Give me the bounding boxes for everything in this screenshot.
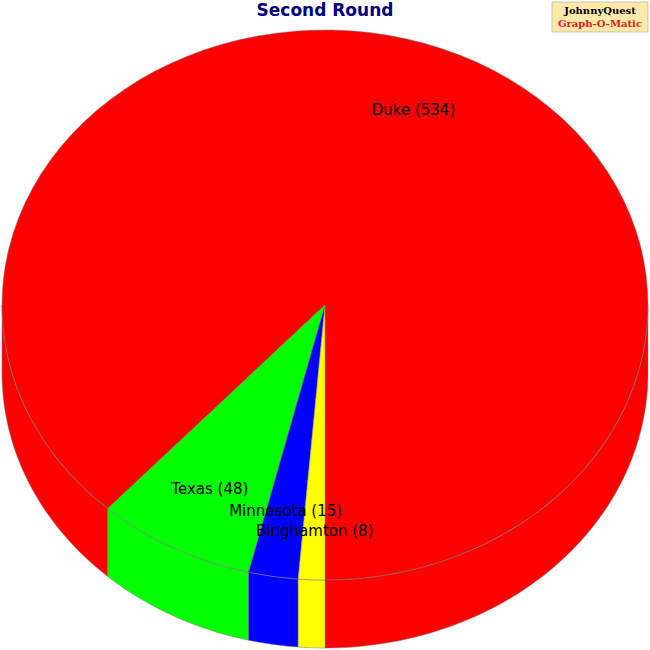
data-label: Binghamton (8)	[256, 522, 373, 540]
pie-top	[2, 30, 648, 580]
data-label: Texas (48)	[170, 480, 248, 498]
logo-box	[552, 2, 648, 32]
data-label: Minnesota (15)	[229, 502, 342, 520]
logo-text: JohnnyQuest	[563, 5, 636, 16]
title: Second Round	[257, 0, 394, 20]
logo-text: Graph-O-Matic	[558, 18, 642, 29]
slice	[2, 30, 648, 580]
logo: JohnnyQuest Graph-O-Matic	[552, 2, 648, 32]
slice-side	[298, 579, 325, 648]
data-labels: Duke (534) Texas (48) Minnesota (15) Bingha…	[170, 101, 455, 540]
slice-side	[249, 572, 299, 647]
chart: Duke (534) Texas (48) Minnesota (15) Bingha…	[0, 0, 650, 650]
data-label: Duke (534)	[372, 101, 456, 119]
